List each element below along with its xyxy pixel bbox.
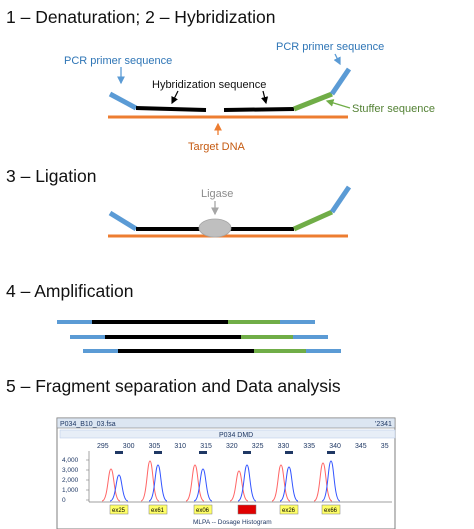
peak-marker [154, 451, 162, 454]
right-primer-segment [329, 67, 352, 96]
hybridization-section: PCR primer sequence PCR primer sequence … [64, 41, 435, 153]
electropherogram-screenshot: P034_B10_03.fsa '2341 P034 DMD 295 300 305… [56, 417, 396, 529]
x-tick-label: 320 [226, 443, 238, 450]
x-tick-label: 35 [381, 443, 389, 450]
exon-boxes: ex25 ex61 ex06 ex26 ex66 [109, 504, 341, 515]
reference-peak [185, 464, 205, 502]
sample-peak [193, 468, 213, 502]
step-4-title: 4 – Amplification [6, 281, 134, 301]
exon-box [321, 504, 341, 515]
target-label: Target DNA [188, 141, 246, 153]
x-tick-label: 310 [174, 443, 186, 450]
x-tick-label: 305 [149, 443, 161, 450]
peak-marker [243, 451, 251, 454]
panel-label: P034 DMD [219, 432, 253, 439]
sample-peak [109, 474, 129, 502]
x-tick-label: 295 [97, 443, 109, 450]
exon-box [237, 504, 257, 515]
right-probe-segment [223, 107, 295, 112]
exon-box [193, 504, 213, 515]
hybridization-arrow-right [261, 90, 269, 105]
x-tick-labels: 295 300 305 310 315 320 325 330 335 340 345 35 [97, 443, 389, 450]
x-tick-label: 335 [303, 443, 315, 450]
left-probe-segment [135, 106, 207, 112]
y-tick-label: 2,000 [62, 477, 79, 484]
ligation-right-primer [329, 185, 352, 214]
primer-left-label: PCR primer sequence [64, 55, 172, 67]
hybridization-arrow-left [171, 90, 179, 105]
x-tick-label: 345 [355, 443, 367, 450]
x-tick-label: 300 [123, 443, 135, 450]
panel-header-bar [59, 429, 396, 439]
x-tick-label: 315 [200, 443, 212, 450]
step-5-title: 5 – Fragment separation and Data analysi… [6, 376, 341, 396]
sample-peak [237, 464, 257, 502]
reference-peak [313, 462, 333, 502]
ligation-stuffer [292, 209, 334, 232]
sample-peak [279, 466, 299, 502]
reference-peak [229, 470, 249, 502]
stuffer-label: Stuffer sequence [352, 103, 435, 115]
exon-label: ex66 [324, 508, 338, 514]
left-primer-segment [108, 91, 138, 111]
x-tick-label: 330 [278, 443, 290, 450]
stuffer-segment [293, 91, 333, 112]
exon-label: ex26 [282, 508, 296, 514]
y-tick-labels: 4,000 3,000 2,000 1,000 0 [62, 457, 89, 504]
screenshot-footer: MLPA -- Dosage Histogram [193, 519, 272, 526]
y-tick-label: 1,000 [62, 487, 79, 494]
primer-right-arrow [333, 53, 341, 66]
reference-peak [140, 460, 160, 502]
x-tick-label: 340 [329, 443, 341, 450]
sample-peak [148, 464, 168, 502]
ligation-section: Ligase [108, 185, 352, 238]
screenshot-window-title: P034_B10_03.fsa [60, 421, 116, 428]
peak-curves [101, 460, 341, 502]
reference-peak [101, 468, 121, 502]
x-tick-label: 325 [252, 443, 264, 450]
sample-peak [321, 460, 341, 502]
y-tick-label: 0 [62, 497, 66, 504]
screenshot-window-title-right: '2341 [375, 421, 392, 428]
exon-box [109, 504, 129, 515]
exon-box [279, 504, 299, 515]
peak-marker [115, 451, 123, 454]
reference-peak [271, 464, 291, 502]
ligation-left-primer [108, 210, 138, 232]
ligase-label: Ligase [201, 188, 233, 200]
exon-label: ex25 [112, 508, 126, 514]
exon-label: ex06 [196, 508, 210, 514]
exon-label: ex61 [151, 508, 165, 514]
step-1-title: 1 – Denaturation; 2 – Hybridization [6, 7, 276, 27]
stuffer-arrow [325, 99, 351, 109]
y-tick-label: 4,000 [62, 457, 79, 464]
peak-marker [285, 451, 293, 454]
peak-marker [199, 451, 207, 454]
primer-right-label: PCR primer sequence [276, 41, 384, 53]
step-3-title: 3 – Ligation [6, 166, 97, 186]
amplification-section [57, 320, 341, 353]
y-tick-label: 3,000 [62, 467, 79, 474]
peak-markers [115, 451, 335, 454]
peak-marker [327, 451, 335, 454]
screenshot-titlebar [56, 417, 396, 429]
hybridization-label: Hybridization sequence [152, 79, 266, 91]
exon-box [148, 504, 168, 515]
ligase-enzyme [198, 218, 232, 238]
